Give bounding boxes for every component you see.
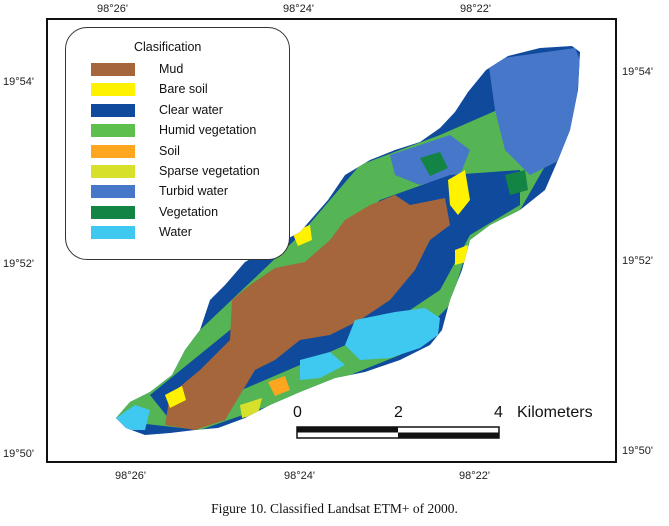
legend-label: Water — [159, 225, 192, 240]
legend-label: Sparse vegetation — [159, 164, 260, 178]
legend-swatch — [91, 63, 135, 76]
legend-title: Clasification — [134, 40, 202, 54]
legend-label: Vegetation — [159, 204, 219, 219]
map-region-bare-soil-1 — [448, 170, 470, 215]
map-region-water — [345, 308, 440, 360]
left-lat-label-1: 19°54' — [3, 76, 34, 88]
bottom-lon-label-2: 98°24' — [284, 470, 315, 482]
top-lon-label-3: 98°22' — [460, 3, 491, 15]
scale-unit: Kilometers — [517, 404, 593, 421]
map-region-soil — [268, 376, 290, 396]
legend-item: Mud — [91, 61, 291, 78]
legend-label: Clear water — [159, 102, 223, 117]
right-lat-label-3: 19°50' — [622, 445, 653, 457]
legend-swatch — [91, 226, 135, 240]
legend-item: Soil — [91, 143, 291, 160]
legend-swatch — [91, 83, 135, 97]
figure-caption: Figure 10. Classified Landsat ETM+ of 20… — [211, 501, 458, 516]
legend-swatch — [91, 124, 135, 138]
legend-swatch — [91, 144, 135, 158]
left-lat-label-2: 19°52' — [3, 258, 34, 270]
top-lon-label-1: 98°26' — [97, 3, 128, 15]
legend-label: Mud — [159, 62, 184, 76]
scale-tick-4: 4 — [494, 404, 503, 421]
map-region-mud — [165, 195, 450, 430]
scale-tick-2: 2 — [394, 404, 403, 421]
legend-swatch — [91, 165, 135, 178]
legend-swatch — [91, 205, 135, 219]
bottom-lon-label-3: 98°22' — [459, 470, 490, 482]
legend-item: Sparse vegetation — [91, 163, 291, 180]
legend-label: Humid vegetation — [159, 123, 257, 138]
map-legend: Clasification Mud Bare soil Clear water Hum… — [65, 27, 290, 260]
legend-item: Vegetation — [91, 204, 291, 221]
legend-item: Turbid water — [91, 183, 291, 200]
scale-tick-0: 0 — [293, 404, 302, 421]
map-region-turbid-water-ne — [488, 48, 580, 175]
legend-item: Bare soil — [91, 81, 291, 98]
map-region-vegetation-2 — [505, 170, 528, 195]
map-region-bare-soil-3 — [165, 386, 186, 408]
legend-swatch — [91, 103, 135, 117]
map-region-water-sw — [116, 405, 150, 430]
right-lat-label-2: 19°52' — [622, 255, 653, 267]
map-region-vegetation-1 — [420, 152, 448, 176]
map-region-water-s — [300, 352, 345, 380]
legend-label: Bare soil — [159, 82, 208, 97]
legend-swatch — [91, 185, 135, 199]
left-lat-label-3: 19°50' — [3, 448, 34, 460]
legend-label: Turbid water — [159, 184, 229, 199]
right-lat-label-1: 19°54' — [622, 66, 653, 78]
top-lon-label-2: 98°24' — [283, 3, 314, 15]
legend-item: Water — [91, 224, 291, 241]
legend-label: Soil — [159, 143, 180, 158]
bottom-lon-label-1: 98°26' — [115, 470, 146, 482]
legend-item: Clear water — [91, 102, 291, 119]
legend-item: Humid vegetation — [91, 122, 291, 139]
